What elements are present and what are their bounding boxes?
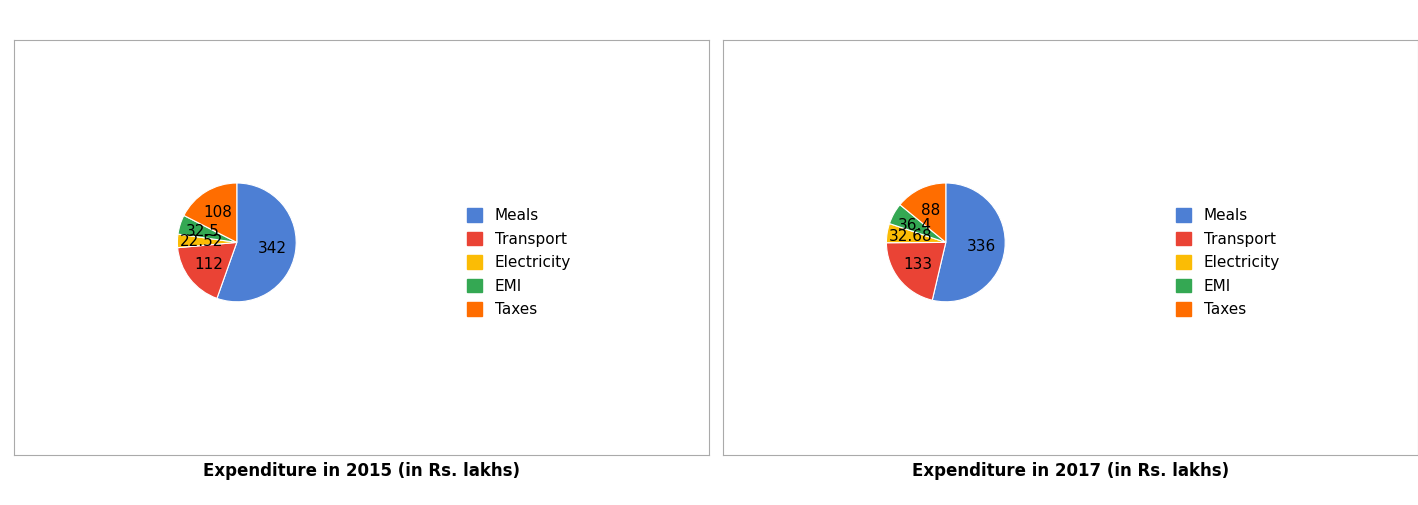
Text: Expenditure in 2015 (in Rs. lakhs): Expenditure in 2015 (in Rs. lakhs) xyxy=(203,462,520,480)
Text: 112: 112 xyxy=(194,257,223,272)
Legend: Meals, Transport, Electricity, EMI, Taxes: Meals, Transport, Electricity, EMI, Taxe… xyxy=(1176,208,1280,317)
Text: 133: 133 xyxy=(903,257,933,272)
Text: 22.52: 22.52 xyxy=(180,234,223,249)
Text: 32.5: 32.5 xyxy=(186,224,220,239)
Wedge shape xyxy=(179,216,237,242)
Wedge shape xyxy=(177,242,237,298)
Wedge shape xyxy=(889,205,946,242)
Text: 36.4: 36.4 xyxy=(898,218,932,233)
Wedge shape xyxy=(184,183,237,242)
Text: 32.68: 32.68 xyxy=(889,229,933,244)
Wedge shape xyxy=(177,234,237,247)
Wedge shape xyxy=(886,224,946,243)
Text: 108: 108 xyxy=(204,205,233,220)
Text: 336: 336 xyxy=(967,239,995,254)
Wedge shape xyxy=(932,183,1005,302)
Legend: Meals, Transport, Electricity, EMI, Taxes: Meals, Transport, Electricity, EMI, Taxe… xyxy=(467,208,571,317)
Wedge shape xyxy=(886,242,946,300)
Wedge shape xyxy=(900,183,946,242)
Text: 342: 342 xyxy=(258,241,286,256)
Text: 88: 88 xyxy=(920,203,940,218)
Wedge shape xyxy=(217,183,296,302)
Text: Expenditure in 2017 (in Rs. lakhs): Expenditure in 2017 (in Rs. lakhs) xyxy=(912,462,1229,480)
